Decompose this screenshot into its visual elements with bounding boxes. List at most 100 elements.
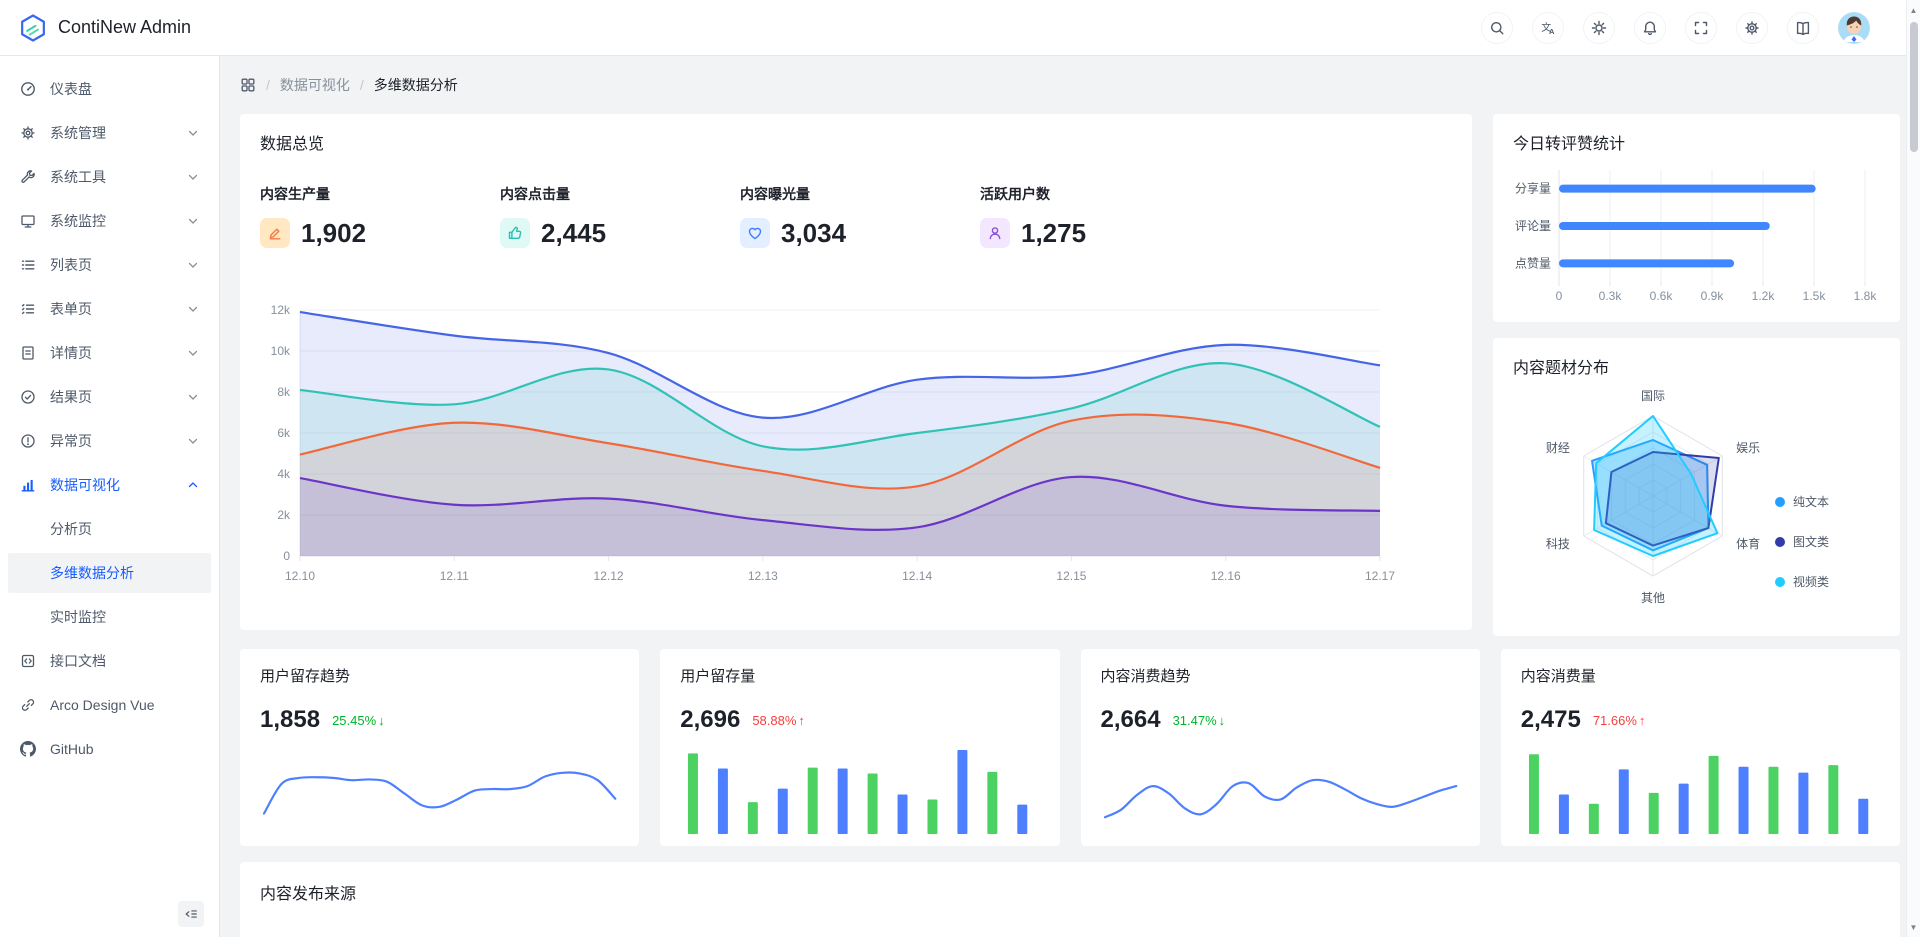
sidebar-item-dashboard[interactable]: 仪表盘 — [8, 69, 211, 109]
svg-text:12.16: 12.16 — [1211, 569, 1241, 583]
stat-value: 2,445 — [541, 217, 607, 248]
check-circle-icon — [21, 390, 35, 404]
sidebar-item-detail-pages[interactable]: 详情页 — [8, 333, 211, 373]
svg-text:0.9k: 0.9k — [1701, 289, 1725, 302]
overview-title: 数据总览 — [260, 136, 325, 153]
svg-text:0: 0 — [1556, 289, 1563, 302]
sidebar-item-form-pages[interactable]: 表单页 — [8, 289, 211, 329]
thumb-up-icon — [500, 218, 530, 248]
notifications-button[interactable] — [1634, 11, 1666, 44]
chevron-down-icon — [188, 174, 198, 180]
breadcrumb-item[interactable]: 数据可视化 — [279, 77, 350, 93]
sidebar-item-result-pages[interactable]: 结果页 — [8, 377, 211, 417]
sidebar-item-label: 列表页 — [50, 257, 92, 273]
sidebar: 仪表盘 系统管理 系统工具 系统监控 列表页 表单页 — [0, 56, 220, 937]
sidebar-item-arco-design[interactable]: Arco Design Vue — [8, 685, 211, 725]
legend-dot — [1775, 536, 1785, 547]
sidebar-item-github[interactable]: GitHub — [8, 729, 211, 769]
svg-text:12.11: 12.11 — [440, 569, 469, 583]
svg-text:12.15: 12.15 — [1056, 569, 1086, 583]
search-button[interactable] — [1481, 11, 1513, 44]
legend-item-image-text[interactable]: 图文类 — [1775, 533, 1829, 550]
sidebar-item-label: 表单页 — [50, 301, 92, 317]
svg-text:其他: 其他 — [1641, 591, 1665, 605]
chevron-down-icon — [188, 350, 198, 356]
sidebar-item-label: 系统工具 — [50, 169, 106, 185]
sidebar-item-list-pages[interactable]: 列表页 — [8, 245, 211, 285]
svg-text:0.3k: 0.3k — [1599, 289, 1623, 302]
sidebar-item-system-monitor[interactable]: 系统监控 — [8, 201, 211, 241]
metric-value: 2,664 — [1100, 706, 1161, 733]
retention-volume-card: 用户留存量 2,696 58.88% ↑ — [660, 649, 1060, 846]
trend-arrow: ↓ — [1218, 712, 1226, 728]
consumption-volume-sparkbars — [1521, 744, 1880, 836]
metric-value: 1,858 — [260, 706, 321, 733]
scroll-down-arrow[interactable]: ▼ — [1909, 923, 1918, 932]
user-avatar[interactable] — [1838, 11, 1870, 44]
search-icon — [1491, 21, 1504, 34]
sidebar-item-label: 多维数据分析 — [50, 565, 134, 581]
file-icon — [22, 346, 34, 360]
breadcrumb-separator: / — [359, 77, 364, 93]
legend-item-text[interactable]: 纯文本 — [1775, 493, 1829, 510]
chevron-down-icon — [188, 394, 198, 400]
sidebar-item-system-tools[interactable]: 系统工具 — [8, 157, 211, 197]
sidebar-item-data-visualization[interactable]: 数据可视化 — [8, 465, 211, 505]
legend-item-video[interactable]: 视频类 — [1775, 573, 1829, 590]
translate-icon: 文A — [1541, 20, 1555, 36]
theme-button[interactable] — [1583, 11, 1615, 44]
stat-value: 1,275 — [1021, 217, 1087, 248]
trend-arrow: ↑ — [798, 712, 805, 728]
engagement-bar-chart: 0 0.3k 0.6k 0.9k 1.2k 1.5k 1.8k 分享量 评论量 点赞量 — [1513, 164, 1880, 303]
trend-percent: 71.66% ↑ — [1592, 712, 1646, 728]
svg-text:2k: 2k — [277, 508, 291, 522]
svg-text:文: 文 — [1541, 20, 1551, 33]
overview-area-chart: 0 2k 4k 6k 8k 10k 12k 12.10 12.11 12.12 12.13 12.14… — [260, 298, 1452, 598]
sidebar-item-analysis-page[interactable]: 分析页 — [8, 509, 211, 549]
chevron-down-icon — [188, 218, 198, 224]
sidebar-item-label: 仪表盘 — [50, 81, 92, 97]
fullscreen-button[interactable] — [1685, 11, 1717, 44]
apps-grid-icon[interactable] — [240, 77, 256, 93]
consumption-trend-sparkline — [1101, 752, 1460, 836]
form-icon — [21, 304, 35, 315]
svg-text:A: A — [1549, 27, 1555, 36]
sidebar-item-realtime-monitor[interactable]: 实时监控 — [8, 597, 211, 637]
radar-legend: 纯文本 图文类 视频类 — [1775, 493, 1829, 590]
sidebar-item-multidimensional-analysis[interactable]: 多维数据分析 — [8, 553, 211, 593]
scroll-thumb[interactable] — [1910, 22, 1918, 152]
legend-dot — [1775, 496, 1785, 507]
chevron-down-icon — [188, 306, 198, 312]
menu-fold-icon — [185, 910, 197, 918]
page-scrollbar[interactable]: ▲ ▼ — [1906, 0, 1920, 937]
svg-text:4k: 4k — [277, 467, 291, 481]
svg-text:点赞量: 点赞量 — [1515, 256, 1551, 270]
svg-text:1.2k: 1.2k — [1752, 289, 1776, 302]
link-icon — [21, 699, 35, 711]
docs-button[interactable] — [1787, 11, 1819, 44]
metric-value: 2,696 — [680, 706, 741, 733]
scroll-up-arrow[interactable]: ▲ — [1909, 6, 1918, 15]
dashboard-icon — [21, 82, 35, 96]
sidebar-item-exception-pages[interactable]: 异常页 — [8, 421, 211, 461]
app-logo[interactable]: ContiNew Admin — [18, 13, 191, 43]
sidebar-collapse-button[interactable] — [178, 901, 204, 927]
continew-logo-icon — [21, 13, 45, 42]
retention-volume-sparkbars — [680, 744, 1039, 836]
sidebar-item-system-management[interactable]: 系统管理 — [8, 113, 211, 153]
svg-text:体育: 体育 — [1736, 536, 1760, 551]
overview-card: 数据总览 内容生产量 1,902 内容点击量 — [240, 114, 1472, 630]
sidebar-item-api-docs[interactable]: 接口文档 — [8, 641, 211, 681]
breadcrumb: / 数据可视化 / 多维数据分析 — [240, 72, 1900, 98]
retention-trend-sparkline — [260, 752, 619, 836]
svg-text:6k: 6k — [277, 426, 291, 440]
breadcrumb-current: 多维数据分析 — [373, 77, 458, 93]
publish-source-card: 内容发布来源 — [240, 862, 1900, 937]
svg-text:1.8k: 1.8k — [1854, 289, 1878, 302]
breadcrumb-separator: / — [266, 77, 270, 93]
settings-button[interactable] — [1736, 11, 1768, 44]
consumption-volume-card: 内容消费量 2,475 71.66% ↑ — [1500, 649, 1900, 846]
